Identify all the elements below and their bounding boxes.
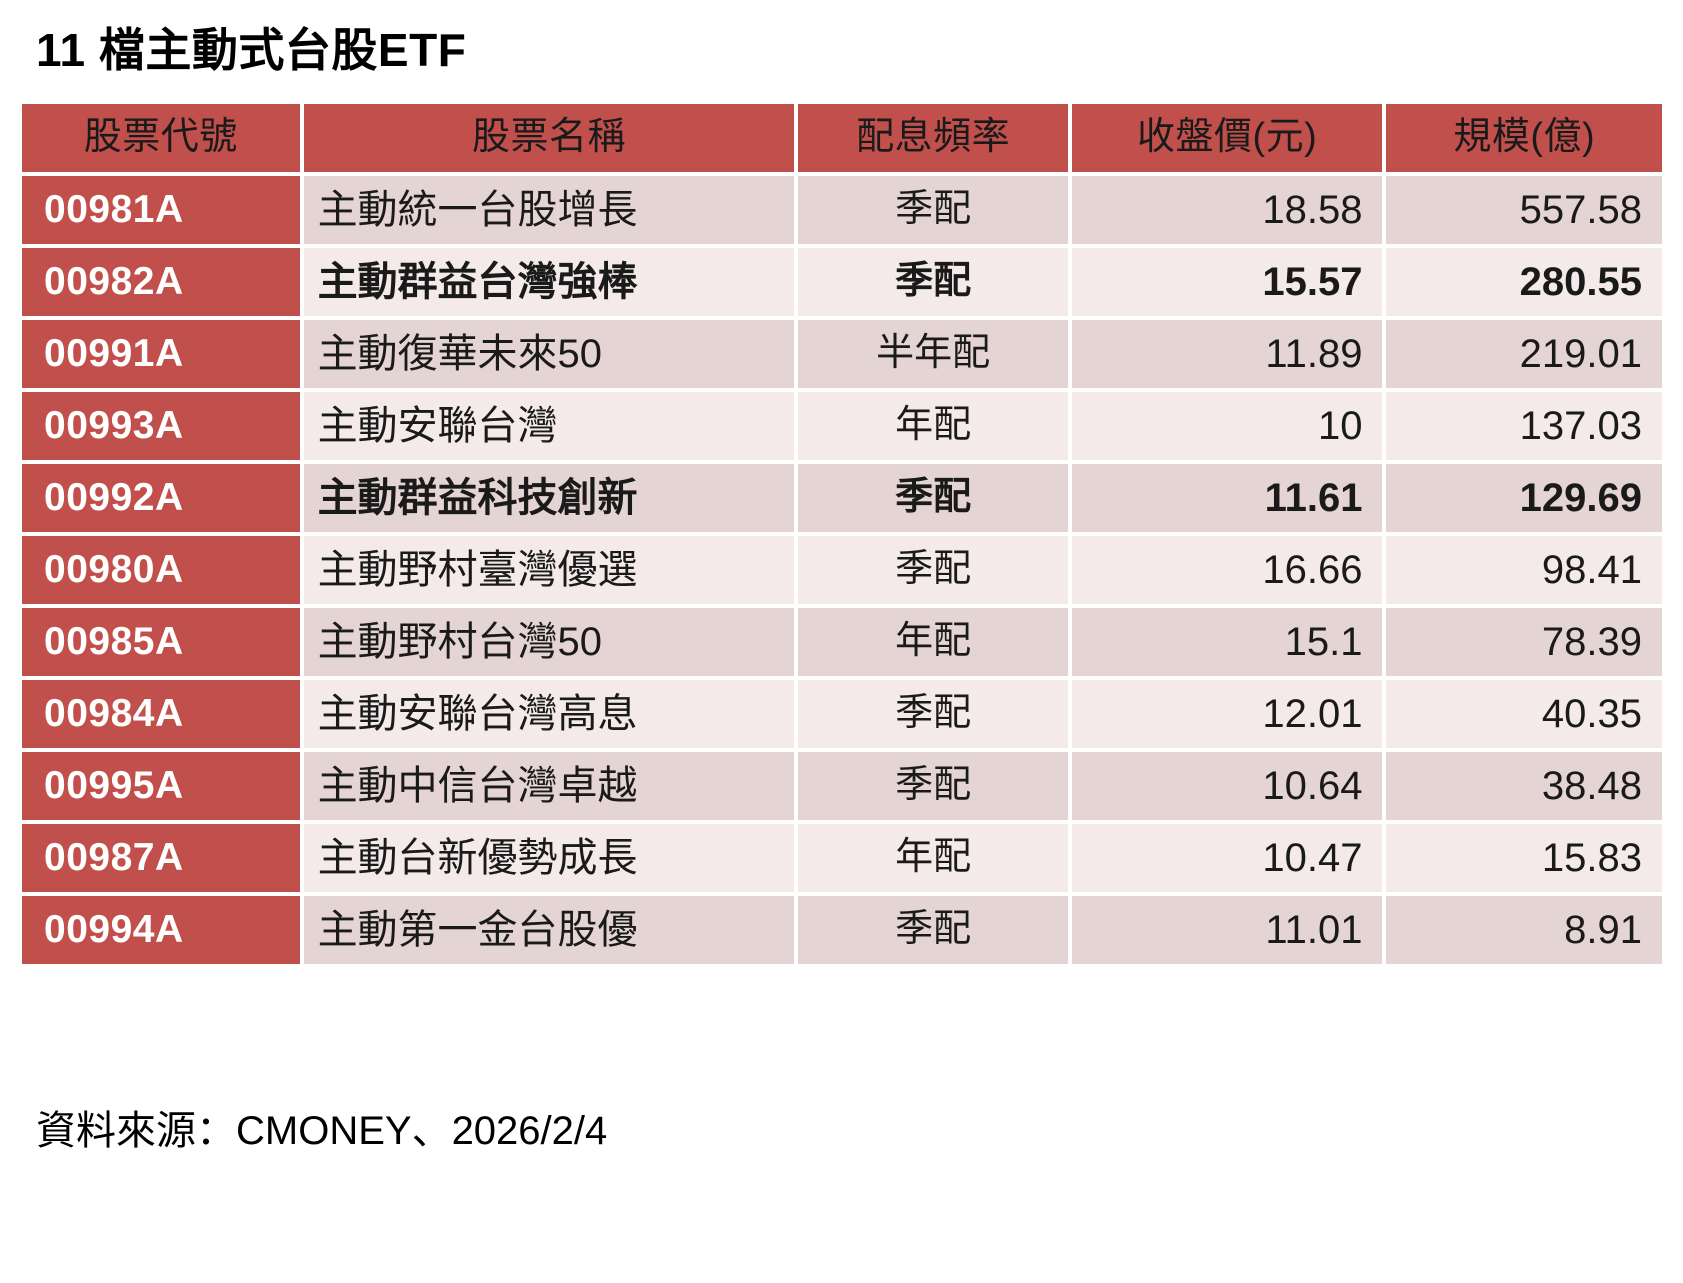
table-row: 00993A 主動安聯台灣 年配 10 137.03	[22, 392, 1662, 460]
cell-stock-name: 主動復華未來50	[303, 320, 795, 388]
table-row: 00995A 主動中信台灣卓越 季配 10.64 38.48	[22, 752, 1662, 820]
cell-closing-price: 16.66	[1071, 536, 1383, 604]
cell-closing-price: 15.1	[1071, 608, 1383, 676]
cell-stock-name: 主動安聯台灣	[303, 392, 795, 460]
cell-fund-size: 137.03	[1386, 392, 1662, 460]
cell-dividend-frequency: 季配	[798, 248, 1068, 316]
cell-stock-name: 主動統一台股增長	[303, 176, 795, 244]
cell-dividend-frequency: 季配	[798, 176, 1068, 244]
table-row: 00980A 主動野村臺灣優選 季配 16.66 98.41	[22, 536, 1662, 604]
cell-fund-size: 78.39	[1386, 608, 1662, 676]
cell-closing-price: 11.01	[1071, 896, 1383, 964]
cell-fund-size: 557.58	[1386, 176, 1662, 244]
cell-closing-price: 11.89	[1071, 320, 1383, 388]
cell-closing-price: 10	[1071, 392, 1383, 460]
cell-stock-code: 00992A	[22, 464, 300, 532]
cell-fund-size: 280.55	[1386, 248, 1662, 316]
cell-dividend-frequency: 年配	[798, 824, 1068, 892]
table-header: 股票代號 股票名稱 配息頻率 收盤價(元) 規模(億)	[22, 104, 1662, 172]
cell-closing-price: 15.57	[1071, 248, 1383, 316]
column-header-code: 股票代號	[22, 104, 300, 172]
cell-fund-size: 38.48	[1386, 752, 1662, 820]
column-header-name: 股票名稱	[303, 104, 795, 172]
cell-stock-code: 00987A	[22, 824, 300, 892]
table-body: 00981A 主動統一台股增長 季配 18.58 557.58 00982A 主動群益台灣強…	[22, 176, 1662, 964]
cell-stock-name: 主動台新優勢成長	[303, 824, 795, 892]
cell-closing-price: 12.01	[1071, 680, 1383, 748]
cell-stock-name: 主動安聯台灣高息	[303, 680, 795, 748]
cell-stock-name: 主動群益台灣強棒	[303, 248, 795, 316]
cell-stock-code: 00995A	[22, 752, 300, 820]
cell-fund-size: 129.69	[1386, 464, 1662, 532]
cell-dividend-frequency: 年配	[798, 392, 1068, 460]
source-note: 資料來源：CMONEY、2026/2/4	[36, 1109, 608, 1153]
cell-stock-code: 00993A	[22, 392, 300, 460]
header-row: 股票代號 股票名稱 配息頻率 收盤價(元) 規模(億)	[22, 104, 1662, 172]
cell-dividend-frequency: 半年配	[798, 320, 1068, 388]
cell-dividend-frequency: 年配	[798, 608, 1068, 676]
cell-stock-code: 00984A	[22, 680, 300, 748]
cell-stock-code: 00991A	[22, 320, 300, 388]
cell-closing-price: 10.47	[1071, 824, 1383, 892]
cell-dividend-frequency: 季配	[798, 536, 1068, 604]
page-title: 11 檔主動式台股ETF	[36, 24, 467, 76]
column-header-scale: 規模(億)	[1386, 104, 1662, 172]
cell-dividend-frequency: 季配	[798, 896, 1068, 964]
cell-dividend-frequency: 季配	[798, 464, 1068, 532]
column-header-price: 收盤價(元)	[1071, 104, 1383, 172]
cell-dividend-frequency: 季配	[798, 680, 1068, 748]
cell-fund-size: 98.41	[1386, 536, 1662, 604]
column-header-freq: 配息頻率	[798, 104, 1068, 172]
cell-stock-code: 00981A	[22, 176, 300, 244]
cell-fund-size: 15.83	[1386, 824, 1662, 892]
cell-closing-price: 18.58	[1071, 176, 1383, 244]
table-row: 00984A 主動安聯台灣高息 季配 12.01 40.35	[22, 680, 1662, 748]
cell-fund-size: 40.35	[1386, 680, 1662, 748]
table-row: 00991A 主動復華未來50 半年配 11.89 219.01	[22, 320, 1662, 388]
table-row: 00994A 主動第一金台股優 季配 11.01 8.91	[22, 896, 1662, 964]
cell-fund-size: 8.91	[1386, 896, 1662, 964]
cell-stock-code: 00994A	[22, 896, 300, 964]
table-row: 00981A 主動統一台股增長 季配 18.58 557.58	[22, 176, 1662, 244]
table-row: 00985A 主動野村台灣50 年配 15.1 78.39	[22, 608, 1662, 676]
cell-stock-code: 00980A	[22, 536, 300, 604]
cell-stock-name: 主動第一金台股優	[303, 896, 795, 964]
table-row: 00982A 主動群益台灣強棒 季配 15.57 280.55	[22, 248, 1662, 316]
table-row: 00992A 主動群益科技創新 季配 11.61 129.69	[22, 464, 1662, 532]
cell-fund-size: 219.01	[1386, 320, 1662, 388]
table-row: 00987A 主動台新優勢成長 年配 10.47 15.83	[22, 824, 1662, 892]
cell-closing-price: 10.64	[1071, 752, 1383, 820]
cell-stock-name: 主動野村臺灣優選	[303, 536, 795, 604]
cell-stock-name: 主動中信台灣卓越	[303, 752, 795, 820]
cell-stock-name: 主動群益科技創新	[303, 464, 795, 532]
cell-dividend-frequency: 季配	[798, 752, 1068, 820]
etf-table: 股票代號 股票名稱 配息頻率 收盤價(元) 規模(億) 00981A 主動統一台股…	[18, 100, 1666, 968]
cell-stock-code: 00982A	[22, 248, 300, 316]
cell-stock-name: 主動野村台灣50	[303, 608, 795, 676]
cell-closing-price: 11.61	[1071, 464, 1383, 532]
cell-stock-code: 00985A	[22, 608, 300, 676]
